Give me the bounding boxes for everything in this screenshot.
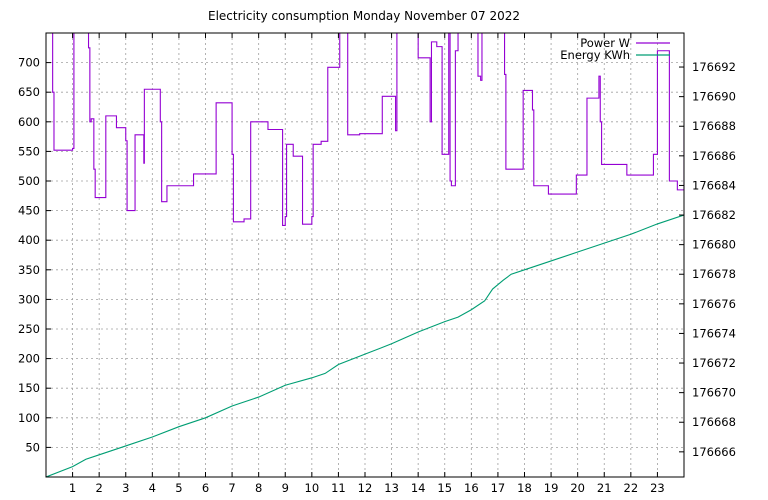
x-tick-label: 13 <box>384 481 399 495</box>
x-tick-label: 4 <box>149 481 156 495</box>
grid-lines <box>46 33 684 477</box>
legend-energy-label: Energy KWh <box>560 48 630 62</box>
x-tick-label: 9 <box>282 481 289 495</box>
y-tick-label: 600 <box>18 115 40 129</box>
y-tick-label: 400 <box>18 233 40 247</box>
y2-tick-label: 176680 <box>692 238 736 252</box>
y-tick-label: 650 <box>18 85 40 99</box>
y-tick-label: 200 <box>18 352 40 366</box>
y-tick-label: 550 <box>18 144 40 158</box>
x-tick-label: 12 <box>358 481 373 495</box>
x-tick-label: 23 <box>650 481 665 495</box>
legend: Power W Energy KWh <box>560 36 670 62</box>
y2-tick-label: 176666 <box>692 445 736 459</box>
y2-tick-label: 176690 <box>692 90 736 104</box>
y-tick-label: 500 <box>18 174 40 188</box>
series-layer <box>46 33 684 477</box>
y-tick-label: 250 <box>18 322 40 336</box>
axes: 1 2 3 4 5 6 7 8 9 10 11 12 13 14 15 16 17 18 19 20 21 22 23501… <box>18 33 736 495</box>
y2-tick-label: 176678 <box>692 267 736 281</box>
x-tick-label: 17 <box>491 481 506 495</box>
x-tick-label: 2 <box>96 481 103 495</box>
y2-tick-label: 176688 <box>692 119 736 133</box>
x-tick-label: 7 <box>228 481 235 495</box>
legend-power-label: Power W <box>580 36 630 50</box>
x-tick-label: 15 <box>437 481 452 495</box>
x-tick-label: 10 <box>305 481 320 495</box>
x-tick-label: 18 <box>517 481 532 495</box>
y-tick-label: 100 <box>18 411 40 425</box>
y2-tick-label: 176672 <box>692 356 736 370</box>
x-tick-label: 1 <box>69 481 76 495</box>
series-line-power-w <box>46 33 684 226</box>
y-tick-label: 150 <box>18 381 40 395</box>
x-tick-label: 8 <box>255 481 262 495</box>
x-tick-label: 3 <box>122 481 129 495</box>
y2-tick-label: 176676 <box>692 297 736 311</box>
y2-tick-label: 176668 <box>692 415 736 429</box>
y-tick-label: 700 <box>18 56 40 70</box>
x-tick-label: 5 <box>175 481 182 495</box>
x-tick-label: 16 <box>464 481 479 495</box>
y-tick-label: 350 <box>18 263 40 277</box>
x-tick-label: 19 <box>544 481 559 495</box>
x-tick-label: 14 <box>411 481 426 495</box>
series-line-energy-kwh <box>46 214 684 477</box>
x-tick-label: 21 <box>597 481 612 495</box>
y-tick-label: 300 <box>18 292 40 306</box>
y2-tick-label: 176674 <box>692 326 736 340</box>
x-tick-label: 22 <box>624 481 639 495</box>
y2-tick-label: 176682 <box>692 208 736 222</box>
y-tick-label: 450 <box>18 204 40 218</box>
y-tick-label: 50 <box>25 440 40 454</box>
chart-title: Electricity consumption Monday November … <box>208 9 520 23</box>
y2-tick-label: 176692 <box>692 60 736 74</box>
x-tick-label: 11 <box>331 481 346 495</box>
x-tick-label: 20 <box>570 481 585 495</box>
x-tick-label: 6 <box>202 481 209 495</box>
y2-tick-label: 176670 <box>692 386 736 400</box>
y2-tick-label: 176686 <box>692 149 736 163</box>
y2-tick-label: 176684 <box>692 178 736 192</box>
